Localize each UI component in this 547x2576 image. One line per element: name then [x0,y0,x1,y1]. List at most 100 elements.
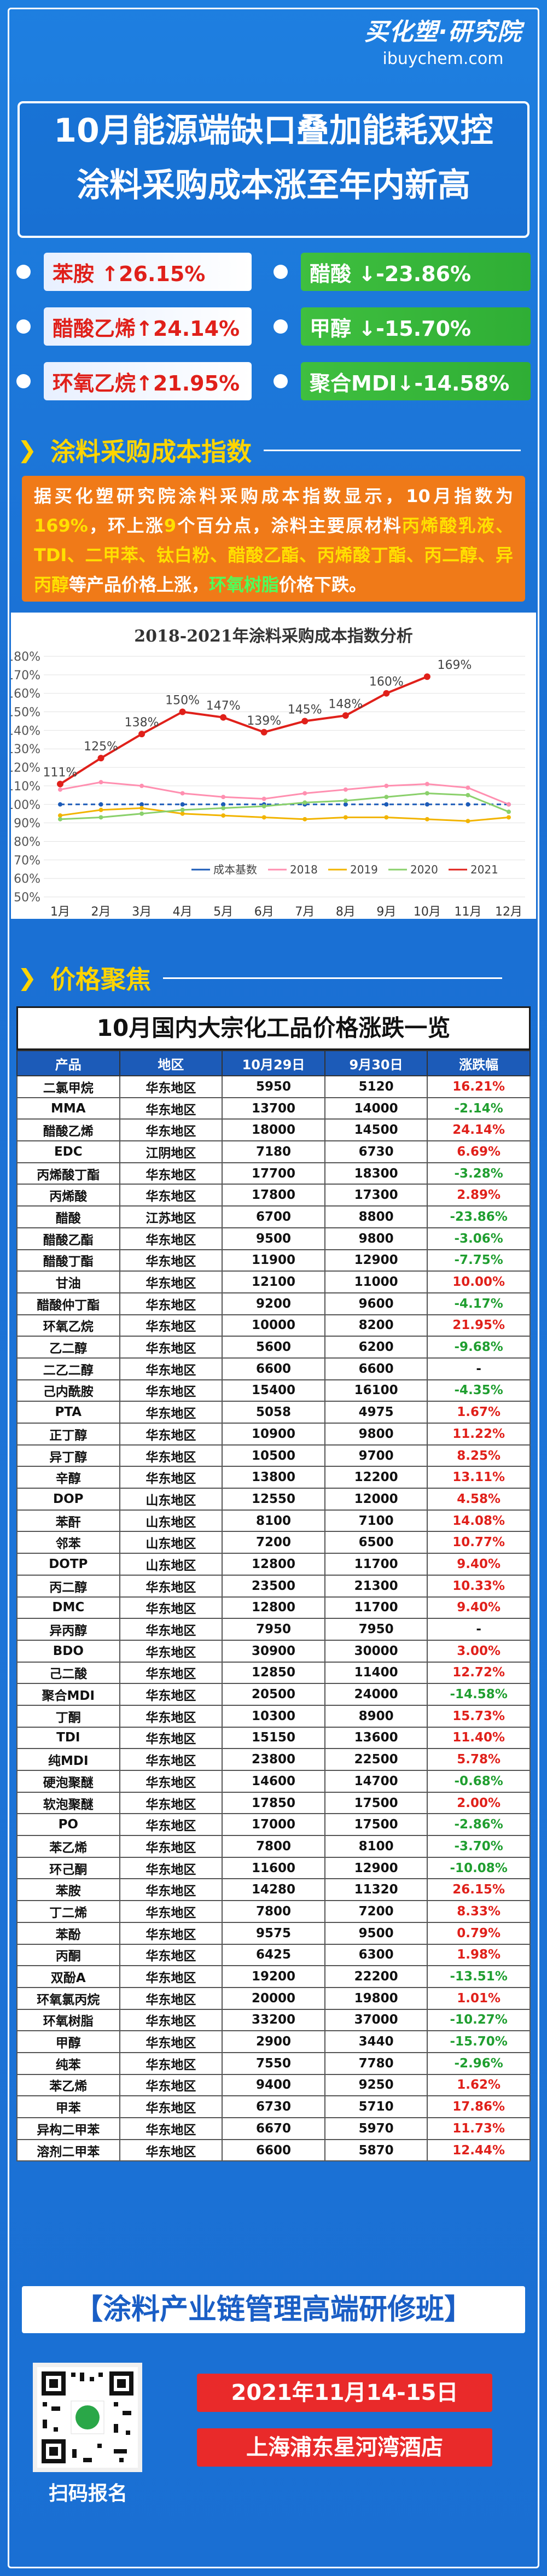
cell-product: 异丙醇 [16,1618,120,1641]
cell-oct29: 11600 [222,1856,325,1880]
data-point [343,799,348,803]
qr-code[interactable] [33,2363,142,2472]
cell-product: 苯酐 [16,1509,120,1532]
section-divider [163,977,502,979]
cell-product: 己二酸 [16,1661,120,1685]
chip-text: 甲醇 ↓-15.70% [301,307,531,346]
data-label: 139% [247,714,281,728]
cell-sep30: 5970 [324,2117,428,2140]
y-tick-label: 180% [11,650,40,664]
chart-title: 2018-2021年涂料采购成本指数分析 [134,627,413,646]
cell-sep30: 3440 [324,2030,428,2053]
cell-region: 华东地区 [119,1423,223,1446]
cell-oct29: 6670 [222,2117,325,2140]
intro-text-1: 据买化塑研究院涂料采购成本指数显示，10月指数为 [34,486,513,506]
cell-product: 环氧树脂 [16,2008,120,2032]
data-point [180,811,185,816]
cell-sep30: 9800 [324,1423,428,1446]
chevron-double-icon: ❯ [18,964,37,991]
table-row: PO 华东地区 17000 17500 -2.86% [16,1813,531,1837]
brand-name: 买化塑·研究院 [364,18,522,46]
table-row: 异构二甲苯 华东地区 6670 5970 11.73% [16,2117,531,2140]
data-point [261,815,266,820]
cell-change: 1.01% [427,1986,531,2010]
cell-product: 环氧氯丙烷 [16,1986,120,2010]
intro-text-2: ，环上涨 [88,515,164,536]
cell-oct29: 20000 [222,1986,325,2010]
cell-oct29: 2900 [222,2030,325,2053]
table-row: 苯乙烯 华东地区 9400 9250 1.62% [16,2073,531,2097]
data-point [57,780,63,788]
cell-oct29: 7800 [222,1835,325,1858]
data-point [424,791,429,796]
cell-sep30: 7200 [324,1900,428,1923]
table-row: 丙烯酸 华东地区 17800 17300 2.89% [16,1184,531,1207]
cell-change: -10.08% [427,1856,531,1880]
cell-region: 华东地区 [119,2030,223,2053]
cell-sep30: 7950 [324,1618,428,1641]
cell-change: 9.40% [427,1553,531,1576]
cell-region: 华东地区 [119,1661,223,1685]
cell-change: 14.08% [427,1509,531,1532]
cell-region: 华东地区 [119,1791,223,1815]
data-point [58,787,62,792]
brand-logo: 买化塑·研究院 ibuychem.com [356,12,531,68]
cell-product: 聚合MDI [16,1683,120,1706]
section-header-prices: ❯ 价格聚焦 [18,960,502,996]
table-row: 己内酰胺 华东地区 15400 16100 -4.35% [16,1379,531,1402]
cell-region: 华东地区 [119,1574,223,1598]
cell-product: 苯胺 [16,1878,120,1902]
cell-change: 8.33% [427,1900,531,1923]
cell-sep30: 5870 [324,2138,428,2162]
table-row: 丙烯酸丁酯 华东地区 17700 18300 -3.28% [16,1162,531,1185]
cell-oct29: 13800 [222,1466,325,1489]
cell-oct29: 19200 [222,1965,325,1988]
data-point [383,690,390,697]
cell-oct29: 17000 [222,1813,325,1837]
data-point [98,807,103,812]
table-row: 苯乙烯 华东地区 7800 8100 -3.70% [16,1835,531,1858]
cell-sep30: 5120 [324,1075,428,1098]
cell-oct29: 14280 [222,1878,325,1902]
cell-product: MMA [16,1097,120,1120]
cell-sep30: 11400 [324,1661,428,1685]
cell-sep30: 37000 [324,2008,428,2032]
cell-oct29: 6600 [222,2138,325,2162]
cell-sep30: 6500 [324,1531,428,1554]
cell-region: 江苏地区 [119,1205,223,1228]
cell-change: 26.15% [427,1878,531,1902]
cell-sep30: 9500 [324,1921,428,1945]
data-point [343,787,348,792]
cell-product: 丙烯酸丁酯 [16,1162,120,1185]
table-row: PTA 华东地区 5058 4975 1.67% [16,1401,531,1424]
cell-change: 15.73% [427,1704,531,1728]
cell-change: -23.86% [427,1205,531,1228]
cell-region: 华东地区 [119,2052,223,2075]
cell-region: 华东地区 [119,1097,223,1120]
data-point [465,819,470,824]
cell-product: DMC [16,1596,120,1619]
cell-change: 11.22% [427,1423,531,1446]
cell-change: 3.00% [427,1639,531,1663]
event-venue: 上海浦东星河湾酒店 [197,2428,492,2467]
cell-product: PO [16,1813,120,1837]
cell-sep30: 12200 [324,1466,428,1489]
cell-sep30: 8100 [324,1835,428,1858]
table-row: MMA 华东地区 13700 14000 -2.14% [16,1097,531,1120]
chevron-double-icon: ❯ [18,436,37,463]
cell-product: 溶剂二甲苯 [16,2138,120,2162]
data-point [423,673,430,680]
white-frame [8,8,539,2568]
y-tick-label: 140% [11,724,40,738]
cell-oct29: 10900 [222,1423,325,1446]
cell-region: 华东地区 [119,1596,223,1619]
cell-sep30: 11000 [324,1270,428,1293]
cell-product: 软泡聚醚 [16,1791,120,1815]
bullet-icon [16,374,31,388]
cell-sep30: 11700 [324,1596,428,1619]
bullet-icon [274,319,288,334]
cell-sep30: 6200 [324,1336,428,1359]
data-point [424,782,429,786]
cell-product: DOP [16,1488,120,1511]
cell-change: -7.75% [427,1249,531,1272]
